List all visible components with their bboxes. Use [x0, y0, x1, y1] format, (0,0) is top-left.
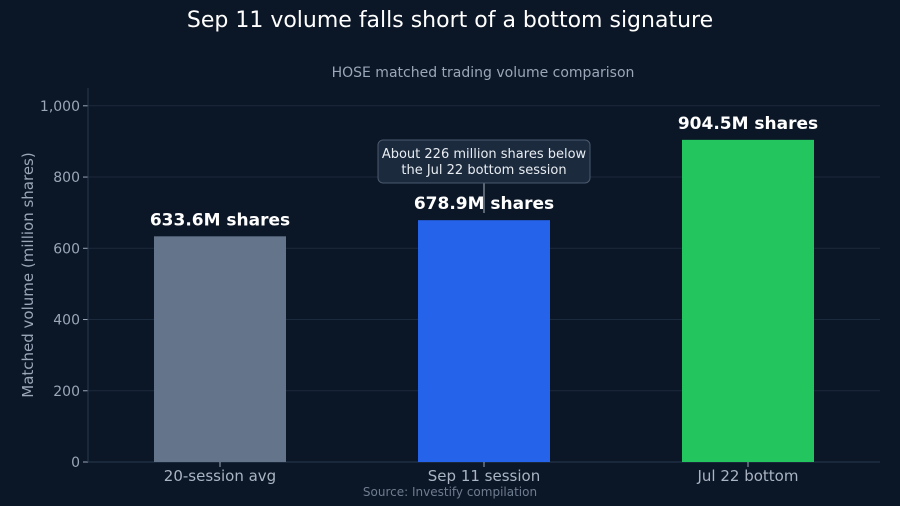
y-tick-label: 1,000 — [40, 99, 80, 115]
y-tick-label: 200 — [53, 384, 80, 400]
y-tick-label: 600 — [53, 241, 80, 257]
bar — [154, 236, 286, 462]
y-tick-label: 800 — [53, 170, 80, 186]
annotation-text: About 226 million shares below — [382, 147, 587, 162]
data-label: 904.5M shares — [678, 114, 818, 134]
bar — [418, 220, 550, 462]
y-tick-label: 400 — [53, 313, 80, 329]
bar — [682, 139, 814, 462]
chart-title: Sep 11 volume falls short of a bottom si… — [187, 8, 713, 33]
x-tick-label: Sep 11 session — [428, 467, 540, 485]
chart-subtitle: HOSE matched trading volume comparison — [332, 65, 635, 81]
axes: 0 200 400 600 800 1,000 20-session avg Sep 11 s… — [40, 88, 880, 485]
y-tick-label: 0 — [71, 455, 80, 471]
x-tick-label: 20-session avg — [164, 467, 276, 485]
y-axis-title: Matched volume (million shares) — [19, 152, 37, 397]
bars — [154, 139, 814, 462]
source-note: Source: Investify compilation — [363, 485, 537, 499]
data-label: 633.6M shares — [150, 210, 290, 230]
x-tick-label: Jul 22 bottom — [697, 467, 799, 485]
annotation-text: the Jul 22 bottom session — [401, 163, 566, 178]
annotation-box — [377, 139, 591, 184]
